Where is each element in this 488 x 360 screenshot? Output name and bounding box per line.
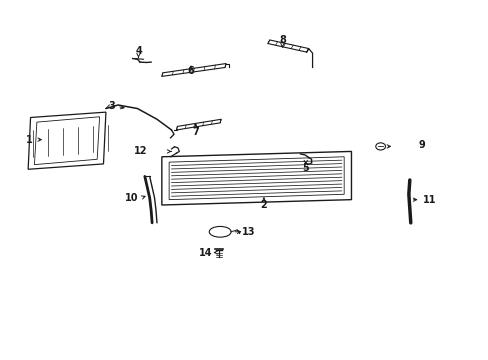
Polygon shape	[162, 152, 351, 205]
Polygon shape	[267, 40, 308, 52]
Ellipse shape	[209, 226, 231, 237]
Polygon shape	[176, 119, 221, 130]
Text: 8: 8	[279, 35, 285, 45]
Text: 4: 4	[135, 46, 142, 56]
Text: 2: 2	[260, 200, 267, 210]
Text: 14: 14	[199, 248, 212, 257]
Text: 13: 13	[241, 227, 255, 237]
Text: 10: 10	[125, 193, 138, 203]
Polygon shape	[28, 112, 106, 169]
Text: 9: 9	[418, 140, 425, 150]
Text: 3: 3	[109, 102, 115, 111]
Text: 12: 12	[133, 147, 147, 157]
Text: 11: 11	[422, 195, 435, 204]
Text: 6: 6	[187, 66, 194, 76]
Text: 5: 5	[302, 163, 308, 173]
Polygon shape	[162, 64, 225, 76]
Text: 1: 1	[26, 135, 32, 145]
Text: 7: 7	[192, 127, 199, 137]
